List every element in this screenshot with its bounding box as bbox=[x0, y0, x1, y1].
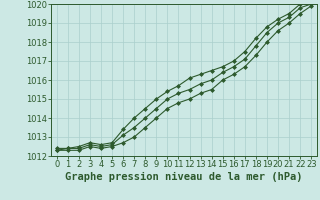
X-axis label: Graphe pression niveau de la mer (hPa): Graphe pression niveau de la mer (hPa) bbox=[65, 172, 303, 182]
